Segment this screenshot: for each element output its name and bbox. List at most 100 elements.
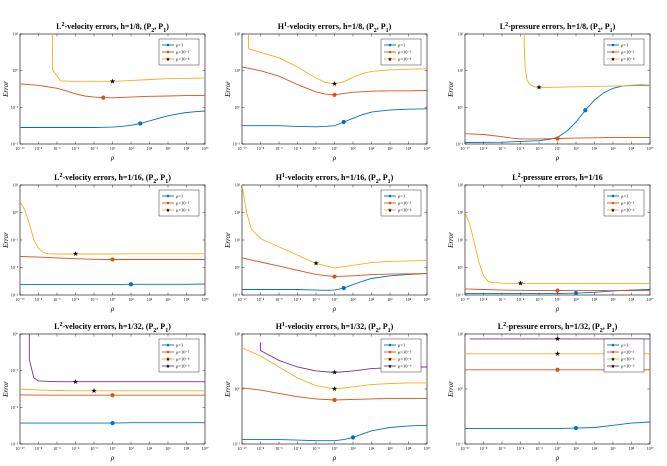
- data-marker: [332, 397, 337, 403]
- x-tick-label: 10¹⁰: [202, 146, 209, 151]
- chart-title: L2-velocity errors, h=1/16, (P2, P1): [54, 173, 171, 185]
- x-tick-label: 10⁻⁴: [294, 146, 302, 151]
- x-tick-label: 10⁻⁶: [498, 146, 506, 151]
- x-tick-label: 10⁻²: [90, 146, 98, 151]
- x-tick-label: 10⁴: [592, 297, 598, 302]
- data-marker: ★: [109, 78, 115, 86]
- series-line-1: [242, 424, 427, 442]
- y-tick-label: 10⁻¹: [11, 368, 19, 373]
- x-tick-label: 10²: [128, 446, 134, 451]
- subplot-3: L2-pressure errors, h=1/8, (P2, P1) 10⁻¹⁰…: [447, 22, 654, 162]
- data-marker: ★: [313, 260, 319, 268]
- x-tick-label: 10⁶: [610, 146, 616, 151]
- y-tick-label: 10⁻²: [11, 405, 19, 410]
- x-tick-label: 10⁴: [147, 446, 153, 451]
- x-tick-label: 10⁻⁶: [275, 297, 283, 302]
- data-marker: [583, 108, 588, 113]
- data-marker: ★: [536, 84, 542, 92]
- legend-marker: ★: [611, 207, 616, 214]
- x-axis-label: ρ: [555, 305, 560, 313]
- legend-marker: ★: [388, 356, 393, 363]
- x-tick-label: 10⁸: [406, 446, 412, 451]
- series-line-3: [242, 185, 427, 269]
- legend-label: μ=1: [176, 194, 183, 199]
- plot-area: ★: [20, 201, 205, 287]
- x-tick-label: 10¹⁰: [647, 297, 654, 302]
- legend-label: μ=1: [398, 343, 405, 348]
- legend-marker: [166, 350, 170, 354]
- data-marker: [110, 421, 115, 426]
- subplot-2: H1-velocity errors, h=1/8, (P2, P1) 10⁻¹⁰…: [224, 22, 431, 162]
- legend-marker: [166, 201, 170, 205]
- x-axis-label: ρ: [110, 154, 115, 162]
- x-tick-label: 10⁰: [555, 146, 561, 151]
- chart-title: H1-velocity errors, h=1/32, (P2, P1): [276, 322, 394, 334]
- y-tick-label: 10⁰: [12, 68, 18, 73]
- x-tick-label: 10⁴: [147, 146, 153, 151]
- series-line-1: [242, 108, 427, 128]
- x-tick-label: 10⁻⁴: [294, 446, 302, 451]
- y-tick-label: 10⁰: [234, 387, 240, 392]
- legend-label: μ=10⁻⁴: [621, 57, 635, 62]
- x-tick-label: 10¹⁰: [424, 146, 431, 151]
- data-marker: [101, 95, 106, 100]
- legend-marker: [166, 50, 170, 54]
- x-tick-label: 10⁸: [406, 297, 412, 302]
- x-tick-label: 10¹⁰: [202, 297, 209, 302]
- y-tick-label: 10⁻³: [11, 442, 19, 447]
- x-tick-label: 10⁻⁶: [275, 146, 283, 151]
- x-tick-label: 10⁴: [369, 446, 375, 451]
- legend-marker: [166, 343, 170, 347]
- series-line-3: [248, 34, 427, 85]
- legend-marker: ★: [611, 356, 616, 363]
- data-marker: ★: [331, 80, 337, 88]
- x-tick-label: 10⁻¹⁰: [16, 446, 25, 451]
- x-tick-label: 10²: [128, 146, 134, 151]
- legend-label: μ=1: [621, 343, 628, 348]
- y-axis-label: Error: [2, 381, 10, 398]
- legend-marker: [166, 194, 170, 198]
- chart-title: L2-velocity errors, h=1/8, (P2, P1): [56, 22, 169, 34]
- series-line-1: [465, 84, 650, 143]
- legend-box: [380, 338, 422, 373]
- series-line-3: [465, 212, 650, 284]
- legend-marker: ★: [166, 363, 171, 370]
- y-tick-label: 10⁰: [457, 387, 463, 392]
- plot-area: ★: [465, 212, 650, 295]
- x-tick-label: 10⁻⁸: [480, 446, 488, 451]
- x-tick-label: 10⁰: [332, 446, 338, 451]
- x-tick-label: 10⁻⁸: [257, 297, 265, 302]
- x-axis-label: ρ: [332, 154, 337, 162]
- y-tick-label: 10¹: [13, 32, 19, 37]
- legend-marker: ★: [166, 356, 171, 363]
- x-tick-label: 10⁸: [184, 446, 190, 451]
- x-tick-label: 10⁻²: [312, 446, 320, 451]
- y-tick-label: 10¹: [458, 238, 464, 243]
- y-tick-label: 10¹: [458, 332, 464, 337]
- subplot-7: L2-velocity errors, h=1/32, (P2, P1) 10⁻¹…: [2, 322, 209, 462]
- y-axis-label: Error: [224, 81, 232, 98]
- x-tick-label: 10⁶: [610, 297, 616, 302]
- x-tick-label: 10⁴: [147, 297, 153, 302]
- x-tick-label: 10⁸: [184, 146, 190, 151]
- chart-title: L2-pressure errors, h=1/32, (P2, P1): [498, 322, 618, 334]
- x-tick-label: 10⁻⁴: [72, 446, 80, 451]
- legend-label: μ=10⁻⁶: [398, 364, 412, 369]
- data-marker: [110, 393, 115, 398]
- legend-label: μ=10⁻⁴: [176, 357, 190, 362]
- x-tick-label: 10⁻⁴: [517, 146, 525, 151]
- legend-label: μ=10⁻²: [176, 50, 190, 55]
- legend-label: μ=10⁻²: [398, 50, 412, 55]
- y-tick-label: 10²: [458, 210, 464, 215]
- x-axis-label: ρ: [555, 154, 560, 162]
- data-marker: [341, 286, 346, 291]
- legend-marker: ★: [388, 363, 393, 370]
- x-tick-label: 10⁻⁸: [35, 297, 43, 302]
- data-marker: [573, 290, 579, 295]
- y-axis-label: Error: [447, 81, 455, 98]
- x-tick-label: 10¹⁰: [647, 146, 654, 151]
- legend-marker: [611, 343, 615, 347]
- y-tick-label: 10⁰: [12, 210, 18, 215]
- legend-label: μ=10⁻⁴: [176, 208, 190, 213]
- legend-marker: ★: [611, 56, 616, 63]
